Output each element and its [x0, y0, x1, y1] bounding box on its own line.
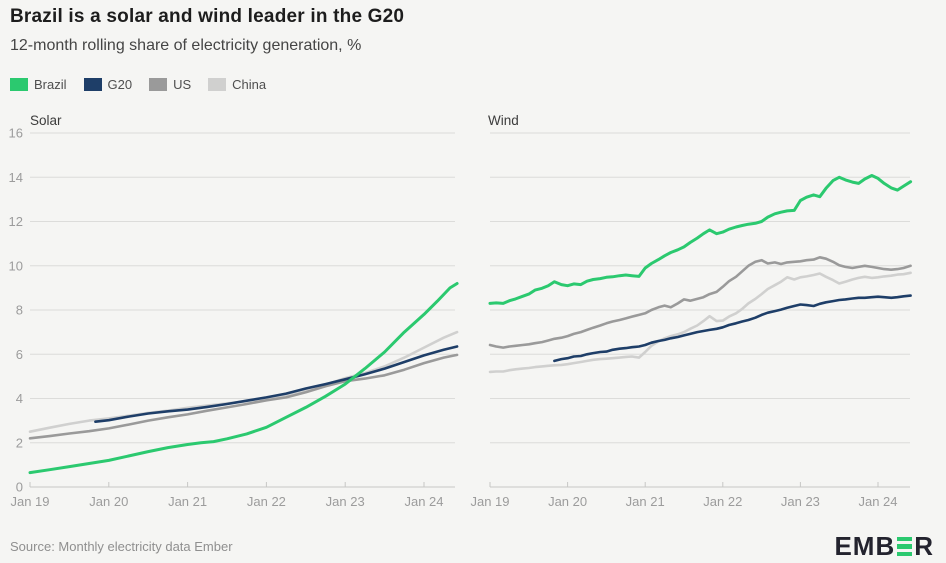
- ember-logo-suffix: R: [914, 531, 934, 561]
- solar-panel-title: Solar: [30, 113, 62, 128]
- y-tick-label: 12: [9, 214, 23, 229]
- ember-logo: EMB R: [834, 531, 934, 562]
- source-note: Source: Monthly electricity data Ember: [10, 539, 233, 554]
- wind-brazil-line: [488, 174, 913, 305]
- y-tick-label: 0: [16, 480, 23, 495]
- wind-chart: Wind Jan 19 Jan 20 Jan 21 Jan 22 Jan 23 Jan 24: [470, 113, 913, 509]
- legend-label: US: [173, 77, 192, 92]
- y-tick-label: 2: [16, 435, 23, 450]
- wind-g20-line: [553, 294, 912, 363]
- solar-brazil-line: [28, 282, 459, 475]
- x-tick-label: Jan 23: [326, 494, 365, 509]
- x-tick-label: Jan 23: [781, 494, 820, 509]
- solar-china-line: [28, 330, 459, 433]
- y-tick-label: 6: [16, 347, 23, 362]
- solar-us-line: [28, 353, 459, 440]
- y-tick-label: 14: [9, 170, 23, 185]
- x-tick-label: Jan 22: [703, 494, 742, 509]
- y-tick-label: 16: [9, 126, 23, 141]
- legend-item-g20: G20: [83, 77, 133, 92]
- page-subtitle: 12-month rolling share of electricity ge…: [10, 37, 362, 54]
- wind-china-line: [488, 271, 912, 374]
- x-tick-label: Jan 24: [404, 494, 443, 509]
- wind-us-line: [488, 256, 912, 349]
- legend-item-brazil: Brazil: [10, 77, 67, 92]
- legend-swatch: [83, 78, 102, 91]
- y-tick-label: 10: [9, 258, 23, 273]
- solar-chart: Solar Jan 19 Jan 20 Jan 21 Jan 22 Jan 23 Jan 2…: [9, 113, 459, 509]
- x-tick-label: Jan 21: [168, 494, 207, 509]
- legend-swatch: [10, 78, 28, 91]
- legend-item-china: China: [208, 77, 266, 92]
- y-tick-label: 8: [16, 303, 23, 318]
- legend-label: Brazil: [34, 77, 67, 92]
- legend-label: China: [232, 77, 267, 92]
- legend-item-us: US: [149, 77, 191, 92]
- y-tick-label: 4: [16, 391, 23, 406]
- ember-logo-green-bars-icon: [897, 536, 913, 557]
- x-tick-label: Jan 19: [470, 494, 509, 509]
- page-title: Brazil is a solar and wind leader in the…: [10, 6, 405, 27]
- legend-swatch: [149, 78, 168, 91]
- legend-swatch: [208, 78, 227, 91]
- x-tick-label: Jan 21: [626, 494, 665, 509]
- x-tick-label: Jan 19: [10, 494, 49, 509]
- ember-logo-prefix: EMB: [834, 531, 896, 561]
- x-tick-label: Jan 24: [858, 494, 897, 509]
- x-tick-label: Jan 20: [548, 494, 587, 509]
- wind-panel-title: Wind: [488, 113, 519, 128]
- x-tick-label: Jan 22: [247, 494, 286, 509]
- chart-legend: Brazil G20 US China: [10, 77, 266, 92]
- x-tick-label: Jan 20: [89, 494, 128, 509]
- legend-label: G20: [107, 77, 133, 92]
- solar-g20-line: [94, 345, 459, 423]
